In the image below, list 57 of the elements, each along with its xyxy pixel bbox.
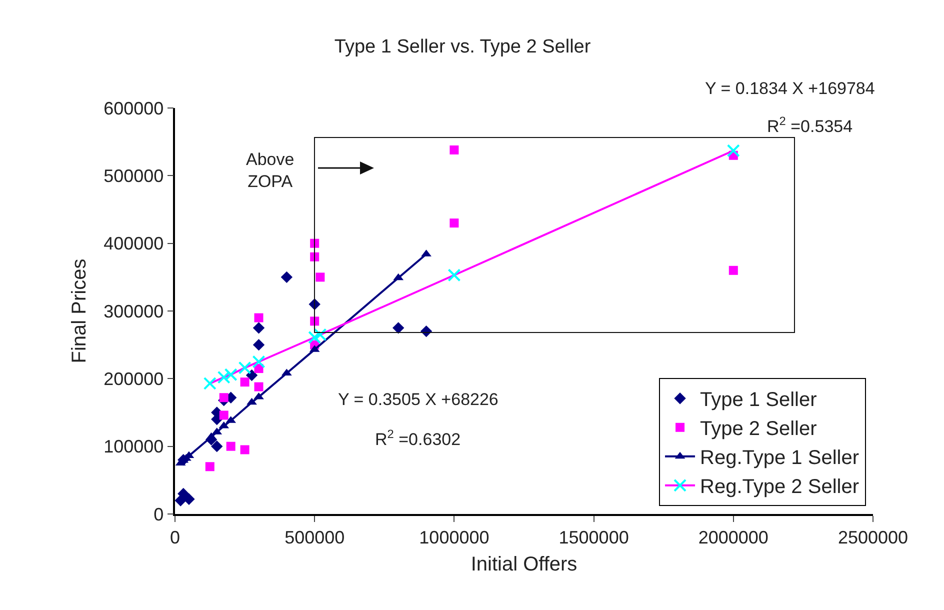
point — [252, 322, 265, 334]
y-tick-label: 400000 — [104, 234, 164, 254]
legend-label: Type 1 Seller — [700, 389, 818, 412]
point — [254, 392, 264, 400]
legend-label: Reg.Type 1 Seller — [700, 447, 860, 470]
y-tick-label: 200000 — [104, 368, 164, 389]
point — [254, 313, 264, 322]
point — [183, 493, 195, 505]
point — [178, 488, 190, 500]
annotation: Y = 0.3505 X +68226 — [338, 390, 498, 409]
x-tick-label: 1500000 — [558, 527, 629, 548]
point — [217, 370, 230, 384]
point — [728, 266, 738, 275]
text: Y = 0.1834 X +169784 — [705, 79, 875, 98]
x-axis-title: Initial Offers — [470, 553, 578, 576]
x-tick-label: 2500000 — [838, 527, 908, 548]
point — [238, 361, 252, 374]
point — [314, 328, 327, 342]
x-tick-label: 0 — [170, 527, 180, 548]
y-tick-label: 300000 — [104, 301, 164, 322]
chart-title: Type 1 Seller vs. Type 2 Seller — [334, 36, 592, 58]
point — [205, 462, 214, 472]
y-tick-label: 600000 — [104, 98, 164, 118]
point — [252, 355, 266, 368]
point — [206, 432, 216, 440]
point — [448, 268, 461, 282]
point — [240, 445, 250, 454]
point — [252, 338, 265, 351]
point — [254, 382, 264, 392]
point — [240, 378, 250, 387]
point — [450, 145, 459, 154]
point — [226, 442, 236, 451]
point — [211, 440, 223, 452]
x-tick-label: 2000000 — [698, 527, 768, 548]
point — [392, 322, 404, 334]
point — [219, 393, 228, 402]
point — [316, 272, 325, 282]
point — [726, 144, 740, 158]
y-tick-label: 500000 — [104, 166, 164, 186]
point — [246, 369, 258, 382]
annotation: R$^{2}$ =0.6302 — [375, 427, 461, 450]
point — [224, 368, 238, 382]
point — [280, 271, 293, 284]
point — [219, 410, 228, 420]
y-tick-label: 0 — [154, 504, 164, 524]
legend-label: Reg.Type 2 Seller — [700, 476, 860, 498]
y-axis-title: Final Prices — [68, 258, 91, 364]
point — [450, 218, 459, 228]
point — [308, 330, 322, 344]
point — [203, 376, 216, 390]
annotation: Above ZOPA — [246, 150, 294, 192]
x-tick-label: 1000000 — [419, 527, 490, 548]
y-tick-label: 100000 — [104, 436, 164, 457]
point — [246, 398, 257, 405]
legend-label: Type 2 Seller — [700, 418, 818, 440]
annotation: R$^{2}$ =0.5354 — [767, 114, 853, 136]
x-tick-label: 500000 — [284, 527, 345, 548]
